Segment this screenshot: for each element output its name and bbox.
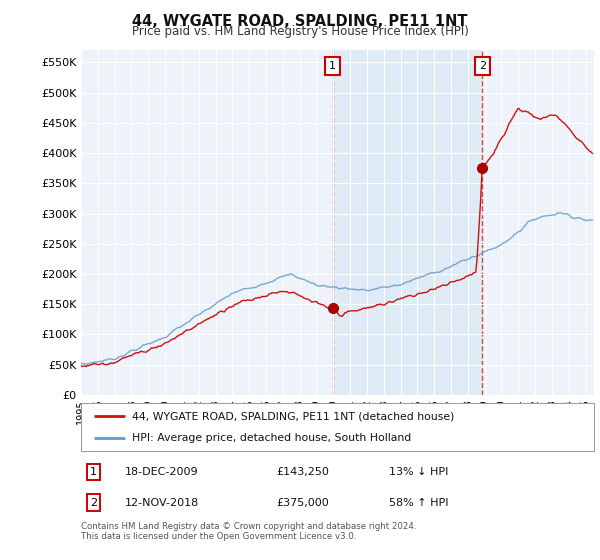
Text: Contains HM Land Registry data © Crown copyright and database right 2024.
This d: Contains HM Land Registry data © Crown c… bbox=[81, 522, 416, 542]
Text: 44, WYGATE ROAD, SPALDING, PE11 1NT (detached house): 44, WYGATE ROAD, SPALDING, PE11 1NT (det… bbox=[133, 411, 455, 421]
Text: £143,250: £143,250 bbox=[276, 467, 329, 477]
Text: £375,000: £375,000 bbox=[276, 498, 329, 507]
Text: 44, WYGATE ROAD, SPALDING, PE11 1NT: 44, WYGATE ROAD, SPALDING, PE11 1NT bbox=[132, 14, 468, 29]
Text: Price paid vs. HM Land Registry's House Price Index (HPI): Price paid vs. HM Land Registry's House … bbox=[131, 25, 469, 38]
Text: 13% ↓ HPI: 13% ↓ HPI bbox=[389, 467, 448, 477]
Text: 2: 2 bbox=[479, 61, 486, 71]
Text: 12-NOV-2018: 12-NOV-2018 bbox=[125, 498, 199, 507]
Text: 2: 2 bbox=[90, 498, 97, 507]
Text: 18-DEC-2009: 18-DEC-2009 bbox=[125, 467, 198, 477]
Bar bbox=[332, 50, 482, 395]
Text: HPI: Average price, detached house, South Holland: HPI: Average price, detached house, Sout… bbox=[133, 433, 412, 443]
Text: 1: 1 bbox=[329, 61, 336, 71]
Text: 58% ↑ HPI: 58% ↑ HPI bbox=[389, 498, 448, 507]
Text: 1: 1 bbox=[91, 467, 97, 477]
